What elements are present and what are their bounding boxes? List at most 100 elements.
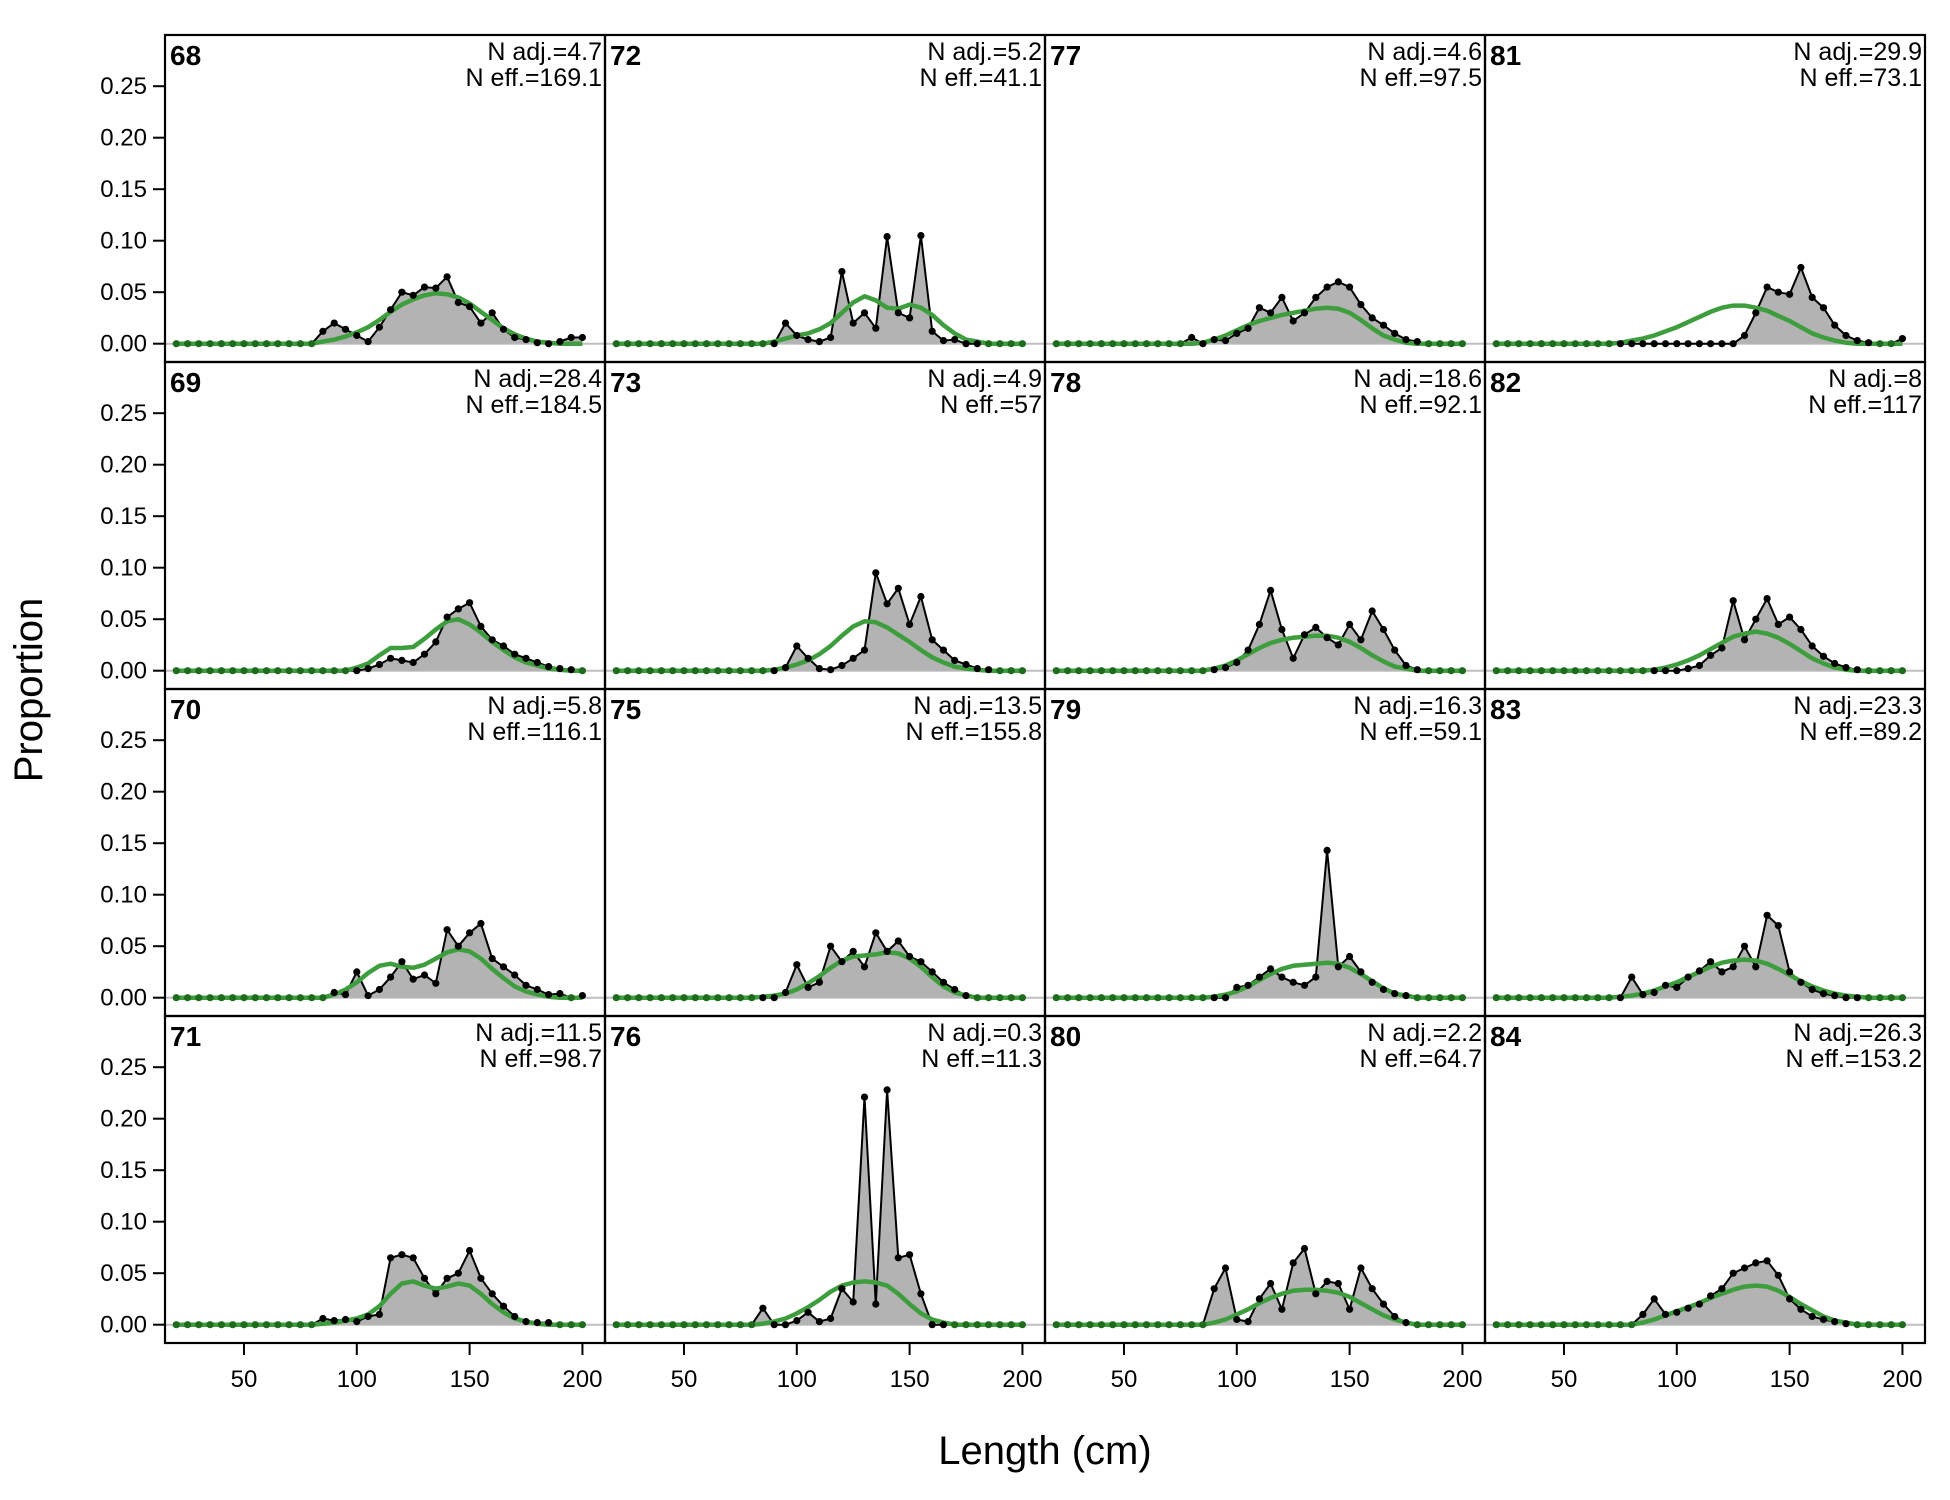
x-tick-label: 100: [337, 1366, 377, 1393]
observed-point: [1560, 994, 1568, 1002]
observed-point: [646, 667, 654, 675]
observed-point: [353, 667, 361, 675]
observed-point: [1729, 1269, 1737, 1277]
observed-point: [1018, 1321, 1026, 1329]
observed-point: [1661, 981, 1670, 989]
y-tick-label: 0.05: [100, 933, 147, 960]
observed-point: [499, 325, 508, 333]
observed-point: [748, 667, 756, 675]
panel-year-label: 84: [1490, 1021, 1522, 1052]
observed-point: [1379, 625, 1388, 634]
observed-point: [353, 1318, 361, 1326]
observed-point: [1267, 309, 1275, 317]
observed-point: [624, 340, 632, 348]
observed-point: [240, 340, 248, 348]
x-tick-label: 200: [1442, 1366, 1482, 1393]
observed-point: [364, 992, 372, 1000]
observed-point: [1594, 994, 1602, 1002]
n-adj-label: N adj.=5.8: [487, 692, 602, 720]
observed-point: [1718, 968, 1726, 976]
observed-point: [657, 994, 666, 1002]
observed-point: [1447, 340, 1455, 348]
observed-point: [353, 331, 361, 340]
observed-point: [962, 1321, 970, 1329]
observed-point: [1436, 994, 1444, 1002]
observed-point: [567, 1321, 575, 1329]
observed-point: [680, 667, 688, 675]
observed-point: [973, 665, 981, 673]
observed-point: [1898, 667, 1906, 675]
observed-point: [206, 994, 214, 1002]
observed-point: [1425, 994, 1433, 1002]
observed-point: [251, 1321, 259, 1329]
n-eff-label: N eff.=64.7: [1359, 1045, 1482, 1073]
observed-point: [1684, 1304, 1692, 1312]
observed-point: [973, 1321, 981, 1329]
observed-point: [894, 309, 902, 317]
panel-year-label: 72: [610, 40, 641, 71]
observed-point: [1526, 667, 1534, 675]
observed-point: [1853, 994, 1861, 1002]
observed-point: [1774, 922, 1782, 930]
observed-point: [612, 667, 620, 675]
observed-point: [1842, 664, 1850, 672]
observed-point: [206, 340, 214, 348]
observed-point: [849, 1298, 857, 1306]
observed-point: [1526, 1321, 1534, 1329]
observed-point: [1120, 1321, 1128, 1329]
observed-point: [1865, 1321, 1873, 1329]
observed-point: [770, 1321, 778, 1329]
observed-point: [184, 340, 192, 348]
observed-point: [375, 660, 383, 669]
n-eff-label: N eff.=92.1: [1359, 391, 1482, 419]
observed-point: [928, 1321, 936, 1329]
observed-point: [1786, 613, 1794, 621]
observed-point: [815, 978, 824, 986]
observed-point: [1244, 324, 1252, 332]
observed-point: [319, 327, 327, 335]
observed-point: [1650, 988, 1658, 997]
observed-point: [985, 666, 993, 674]
observed-point: [1560, 340, 1568, 348]
observed-point: [815, 1318, 824, 1326]
observed-point: [770, 994, 778, 1002]
y-tick-label: 0.20: [100, 452, 147, 479]
observed-point: [985, 1321, 993, 1329]
observed-point: [1255, 973, 1263, 981]
y-tick-label: 0.25: [100, 1054, 147, 1081]
observed-point: [691, 1321, 699, 1329]
panel-80: 80 N adj.=2.2N eff.=64.7: [1045, 1019, 1485, 1329]
observed-point: [996, 340, 1004, 348]
observed-point: [624, 994, 632, 1002]
observed-point: [1571, 340, 1579, 348]
x-tick-label: 200: [562, 1366, 602, 1393]
observed-point: [578, 667, 587, 675]
observed-point: [341, 667, 350, 675]
observed-point: [1616, 340, 1624, 348]
observed-point: [804, 1308, 812, 1316]
observed-point: [375, 1310, 383, 1318]
n-adj-label: N adj.=23.3: [1793, 692, 1922, 720]
observed-point: [533, 985, 541, 994]
observed-point: [454, 605, 462, 613]
observed-point: [1018, 340, 1026, 348]
observed-point: [1504, 667, 1512, 675]
observed-point: [1165, 340, 1173, 348]
observed-line: [616, 1089, 1023, 1326]
observed-point: [466, 929, 474, 937]
observed-point: [567, 333, 575, 342]
observed-point: [1131, 994, 1139, 1002]
n-eff-label: N eff.=89.2: [1799, 718, 1922, 746]
observed-point: [522, 1318, 530, 1326]
observed-point: [1571, 667, 1579, 675]
observed-point: [669, 1321, 677, 1329]
observed-point: [1763, 283, 1771, 291]
panel-78: 78 N adj.=18.6N eff.=92.1: [1045, 365, 1485, 675]
observed-point: [1368, 607, 1376, 615]
observed-point: [917, 958, 925, 966]
n-eff-label: N eff.=117: [1808, 391, 1922, 419]
observed-point: [420, 283, 429, 291]
observed-point: [1549, 340, 1557, 348]
observed-point: [1673, 667, 1681, 675]
observed-point: [1176, 667, 1184, 675]
